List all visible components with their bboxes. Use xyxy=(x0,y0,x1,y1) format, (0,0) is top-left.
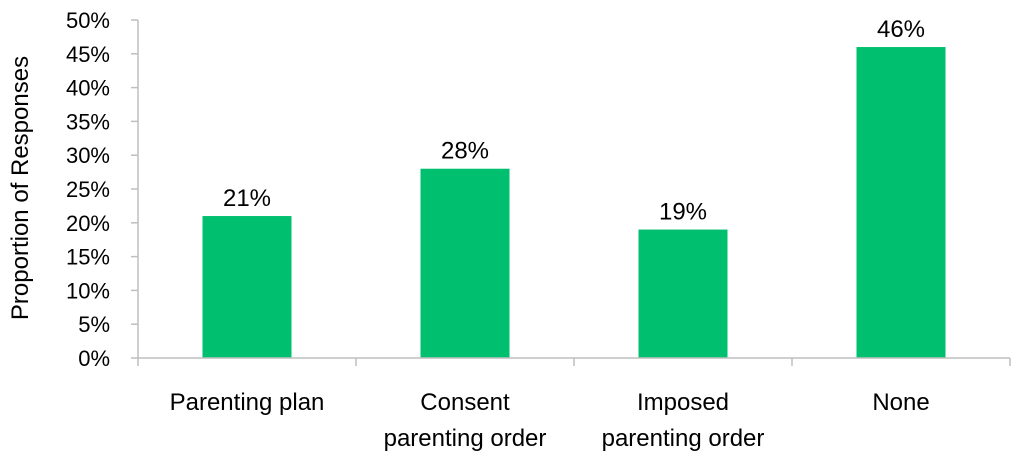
bar xyxy=(202,216,292,358)
bars-group xyxy=(202,47,946,358)
bar xyxy=(856,47,946,358)
x-category-label: parenting order xyxy=(602,425,765,452)
y-tick-label: 35% xyxy=(66,109,110,134)
axes-group xyxy=(131,19,1011,366)
y-tick-label: 15% xyxy=(66,245,110,270)
x-axis-labels: Parenting plan Consent parenting order Impo… xyxy=(170,389,930,452)
y-tick-label: 10% xyxy=(66,278,110,303)
bar xyxy=(638,229,728,358)
x-category-label: Consent xyxy=(420,389,510,416)
y-tick-label: 40% xyxy=(66,76,110,101)
y-tick-label: 45% xyxy=(66,42,110,67)
bar-data-label: 21% xyxy=(223,185,271,212)
bar-data-label: 46% xyxy=(877,16,925,43)
y-tick-label: 50% xyxy=(66,8,110,33)
y-axis-ticks: 0% 5% 10% 15% 20% 25% 30% 35% 40% 45% 50% xyxy=(66,8,110,371)
y-tick-label: 0% xyxy=(78,346,110,371)
x-category-label: parenting order xyxy=(384,425,547,452)
y-axis-title: Proportion of Responses xyxy=(7,56,34,320)
x-category-label: Imposed xyxy=(637,389,729,416)
y-tick-label: 5% xyxy=(78,312,110,337)
y-tick-label: 25% xyxy=(66,177,110,202)
y-tick-label: 20% xyxy=(66,211,110,236)
bar-data-label: 19% xyxy=(659,199,707,226)
x-category-label: Parenting plan xyxy=(170,389,325,416)
bar xyxy=(420,168,510,358)
x-category-label: None xyxy=(872,389,929,416)
bar-data-label: 28% xyxy=(441,138,489,165)
y-tick-label: 30% xyxy=(66,143,110,168)
data-labels-group: 21% 28% 19% 46% xyxy=(223,16,925,226)
